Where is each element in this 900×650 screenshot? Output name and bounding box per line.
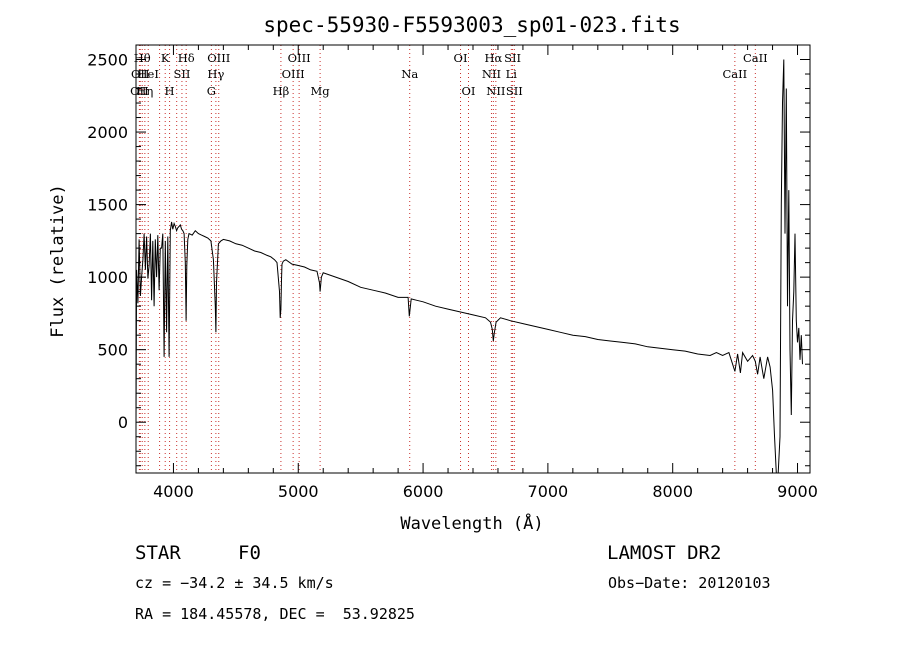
line-label-24: Li xyxy=(506,67,518,81)
x-axis-label: Wavelength (Å) xyxy=(400,512,543,534)
emission-lines-layer xyxy=(138,45,756,473)
line-label-2: Hθ xyxy=(134,51,151,65)
x-tick-label-5: 9000 xyxy=(777,482,818,501)
line-label-7: H xyxy=(165,84,175,98)
line-label-4: HeI xyxy=(138,67,159,81)
sky-coordinates: RA = 184.45578, DEC = 53.92825 xyxy=(135,605,415,623)
line-label-11: G xyxy=(207,84,216,98)
object-class: STAR xyxy=(135,542,181,564)
line-label-9: SII xyxy=(173,67,190,81)
chart-title: spec-55930-F5593003_sp01-023.fits xyxy=(263,13,680,37)
line-label-26: SII xyxy=(506,84,523,98)
line-label-27: CaII xyxy=(722,67,747,81)
line-label-16: OIII xyxy=(288,51,311,65)
line-label-6: K xyxy=(161,51,170,65)
y-tick-label-5: 2500 xyxy=(87,51,128,70)
object-subclass: F0 xyxy=(238,542,261,564)
line-label-18: Na xyxy=(401,67,418,81)
line-label-10: Hδ xyxy=(178,51,195,65)
line-label-22: Hα xyxy=(484,51,502,65)
line-labels-layer: OIIOIIHθHηHeIKHSIIHδGHγOIIIHβOIIIOIIIMgN… xyxy=(130,51,768,98)
line-label-21: NII xyxy=(482,67,501,81)
x-tick-label-3: 7000 xyxy=(528,482,569,501)
x-tick-label-2: 6000 xyxy=(403,482,444,501)
line-label-20: OI xyxy=(462,84,476,98)
survey-name: LAMOST DR2 xyxy=(607,542,722,564)
line-label-15: OIII xyxy=(282,67,305,81)
y-tick-label-0: 0 xyxy=(118,413,128,432)
x-tick-label-0: 4000 xyxy=(153,482,194,501)
line-label-17: Mg xyxy=(311,84,331,98)
line-label-28: CaII xyxy=(743,51,768,65)
y-tick-label-3: 1500 xyxy=(87,196,128,215)
y-tick-label-2: 1000 xyxy=(87,268,128,287)
redshift-velocity: cz = −34.2 ± 34.5 km/s xyxy=(135,574,334,592)
axis-ticks-layer: 4000 5000 6000 7000 8000 9000 0 500 1000 1500 2000… xyxy=(87,44,818,501)
line-label-12: Hγ xyxy=(207,67,224,81)
y-tick-label-4: 2000 xyxy=(87,123,128,142)
line-label-25: SII xyxy=(504,51,521,65)
line-label-0: OII xyxy=(130,84,149,98)
line-label-13: OIII xyxy=(207,51,230,65)
line-label-3: Hη xyxy=(136,84,153,98)
line-label-23: NII xyxy=(486,84,505,98)
spectrum-series-line xyxy=(135,59,803,474)
y-axis-label: Flux (relative) xyxy=(48,184,68,338)
y-tick-label-1: 500 xyxy=(97,341,128,360)
line-label-14: Hβ xyxy=(273,84,290,98)
x-tick-label-1: 5000 xyxy=(278,482,319,501)
plot-frame xyxy=(135,44,811,474)
observation-date: Obs−Date: 20120103 xyxy=(608,574,771,592)
x-tick-label-4: 8000 xyxy=(652,482,693,501)
line-label-19: OI xyxy=(454,51,468,65)
